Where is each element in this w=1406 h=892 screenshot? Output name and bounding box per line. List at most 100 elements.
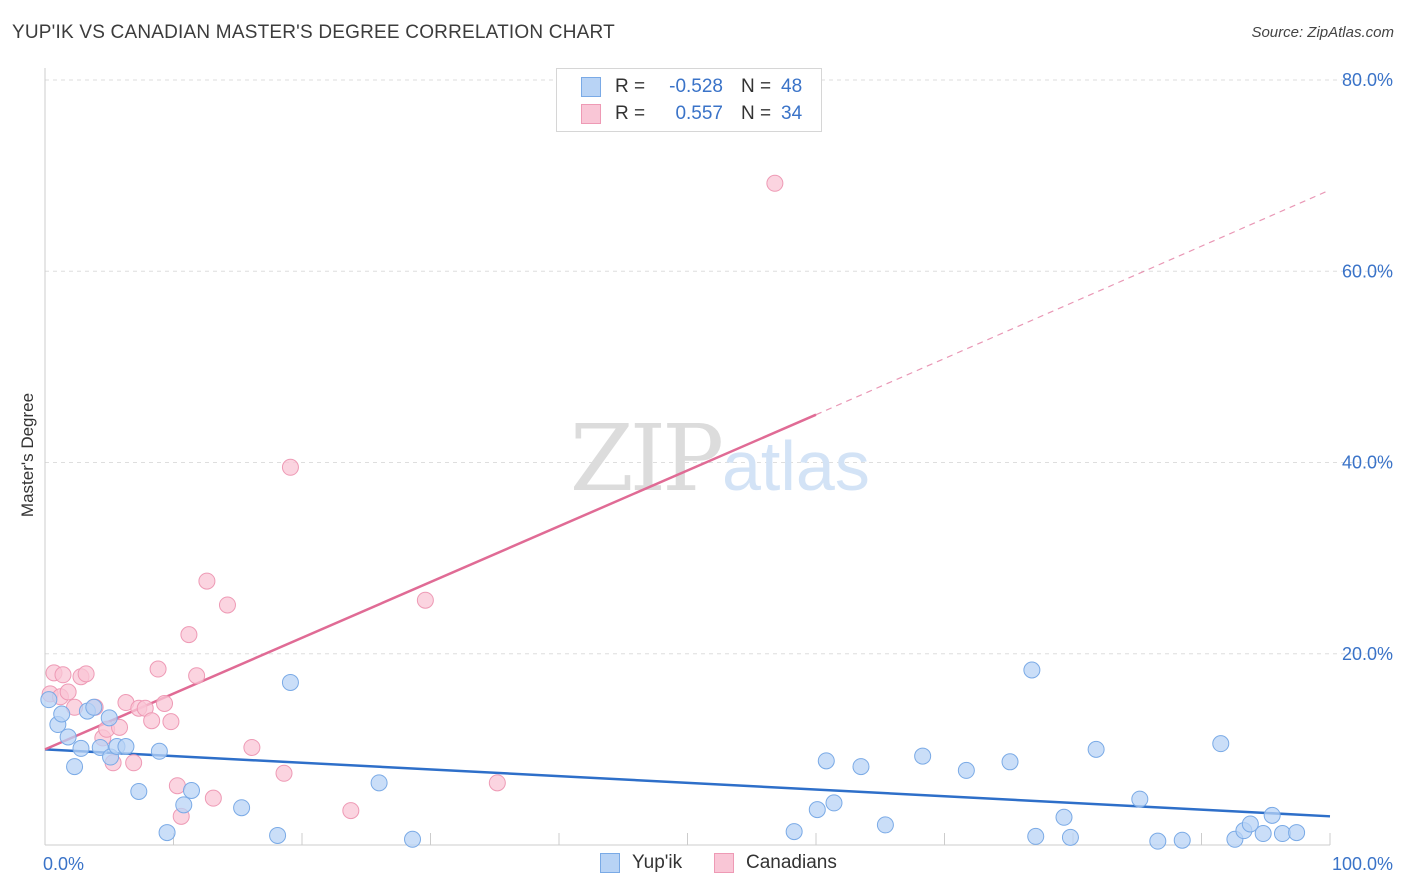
canadian-point (77, 665, 95, 683)
canadian-point (168, 777, 186, 795)
stats-row-yupik: R = -0.528 N = 48 (581, 75, 802, 99)
axes (44, 68, 1331, 846)
x-tick-labels: 0.0% 100.0% (43, 854, 1393, 874)
yupik-point (1131, 790, 1149, 808)
n-label: N = (741, 76, 772, 97)
yupik-point (852, 758, 870, 776)
grid-lines (45, 79, 1392, 655)
yupik-point (85, 698, 103, 716)
y-tick-label: 80.0% (1342, 70, 1393, 90)
canadian-point (281, 458, 299, 476)
yupik-point (1288, 824, 1306, 842)
yupik-point (72, 739, 90, 757)
canadian-point (59, 683, 77, 701)
watermark-zip: ZIP (570, 405, 721, 512)
n-value-canadians: 34 (781, 103, 803, 124)
yupik-point (175, 796, 193, 814)
legend-item-yupik[interactable]: Yup'ik (600, 852, 682, 874)
yupik-legend-swatch (600, 853, 620, 873)
trend-lines (44, 189, 1331, 818)
stats-legend: R = -0.528 N = 48 R = 0.557 N = 34 (556, 68, 822, 132)
canadian-trend-extension (815, 189, 1331, 416)
canadian-point (180, 626, 198, 644)
canadian-point (54, 666, 72, 684)
yupik-point (1173, 831, 1191, 849)
legend-label-canadians: Canadians (746, 852, 837, 873)
yupik-point (269, 826, 287, 844)
yupik-point (1087, 740, 1105, 758)
canadian-point (342, 802, 360, 820)
yupik-point (1273, 825, 1291, 843)
yupik-point (66, 758, 84, 776)
yupik-point (957, 761, 975, 779)
y-tick-label: 40.0% (1342, 453, 1393, 473)
yupik-point (785, 823, 803, 841)
r-label: R = (615, 103, 646, 124)
r-value-yupik: -0.528 (669, 76, 723, 97)
r-label: R = (615, 76, 646, 97)
y-tick-labels: 20.0% 40.0% 60.0% 80.0% (1342, 70, 1393, 664)
yupik-point (404, 830, 422, 848)
y-tick-label: 60.0% (1342, 261, 1393, 281)
yupik-point (150, 742, 168, 760)
r-value-canadians: 0.557 (675, 103, 723, 124)
yupik-point (182, 781, 200, 799)
yupik-point (59, 728, 77, 746)
yupik-point (100, 709, 118, 727)
canadian-point (162, 713, 180, 731)
canadian-point (198, 572, 216, 590)
yupik-point (1055, 808, 1073, 826)
canadian-trend-line (44, 413, 817, 751)
yupik-point (40, 691, 58, 709)
yupik-point (53, 705, 71, 723)
watermark: ZIP atlas (570, 405, 870, 512)
watermark-atlas: atlas (722, 427, 870, 505)
yupik-point (158, 824, 176, 842)
x-tick-label: 0.0% (43, 854, 84, 874)
yupik-point (914, 747, 932, 765)
chart-title: YUP'IK VS CANADIAN MASTER'S DEGREE CORRE… (12, 22, 615, 43)
x-tick-label: 100.0% (1332, 854, 1393, 874)
yupik-point (1254, 825, 1272, 843)
canadian-point (218, 596, 236, 614)
yupik-point (1027, 827, 1045, 845)
yupik-point (1263, 806, 1281, 824)
yupik-point (233, 799, 251, 817)
canadian-point (416, 591, 434, 609)
yupik-point (825, 794, 843, 812)
yupik-point (1001, 753, 1019, 771)
yupik-point (1241, 815, 1259, 833)
canadian-point (243, 738, 261, 756)
legend-item-canadians[interactable]: Canadians (714, 852, 837, 874)
source-credit: Source: ZipAtlas.com (1251, 24, 1394, 41)
canadian-point (204, 789, 222, 807)
canadian-point (125, 754, 143, 772)
stats-row-canadians: R = 0.557 N = 34 (581, 102, 802, 126)
n-value-yupik: 48 (781, 76, 803, 97)
canadian-point (275, 764, 293, 782)
canadians-legend-swatch (714, 853, 734, 873)
yupik-point (1023, 661, 1041, 679)
canadian-point (143, 712, 161, 730)
yupik-swatch (581, 77, 601, 97)
canadian-point (188, 667, 206, 685)
yupik-trend-line (44, 748, 1331, 818)
n-label: N = (741, 103, 772, 124)
yupik-point (370, 774, 388, 792)
yupik-point (117, 738, 135, 756)
canadian-point (156, 694, 174, 712)
canadian-point (149, 660, 167, 678)
canadian-point (766, 174, 784, 192)
yupik-point (817, 752, 835, 770)
yupik-point (1149, 832, 1167, 850)
yupik-point (281, 673, 299, 691)
data-points (40, 174, 1306, 850)
y-tick-label: 20.0% (1342, 644, 1393, 664)
yupik-point (1212, 735, 1230, 753)
yupik-point (876, 816, 894, 834)
canadian-point (488, 774, 506, 792)
yupik-point (1061, 828, 1079, 846)
yupik-point (808, 801, 826, 819)
legend-label-yupik: Yup'ik (632, 852, 683, 873)
